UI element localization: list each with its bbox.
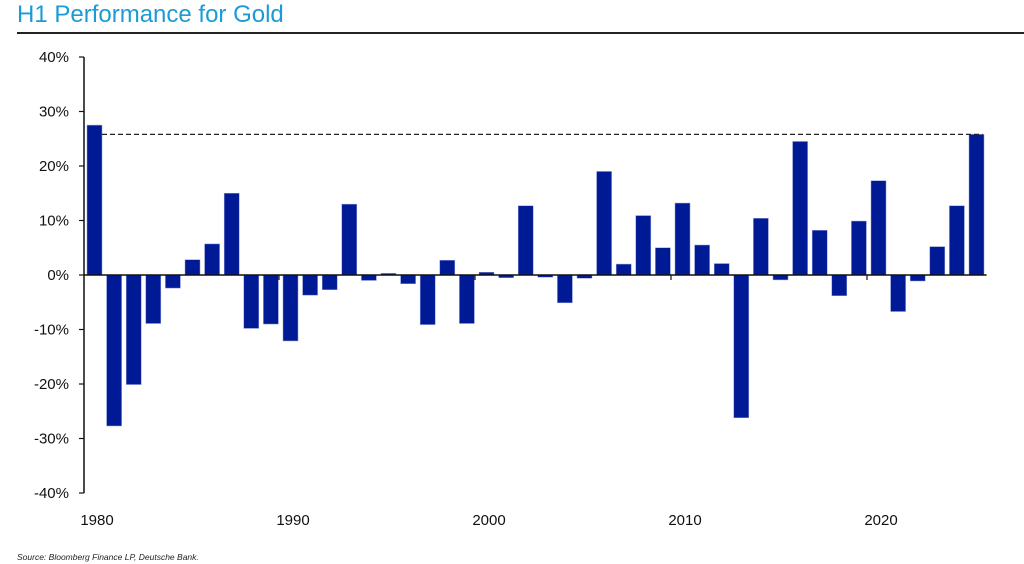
bar-2008 bbox=[635, 215, 652, 276]
bar-2022 bbox=[909, 274, 926, 282]
bar-1994 bbox=[361, 274, 377, 281]
bar-2012 bbox=[713, 263, 730, 276]
y-tick-label: 30% bbox=[39, 104, 69, 121]
bar-2009 bbox=[655, 247, 671, 276]
bar-1998 bbox=[439, 260, 456, 276]
bar-2007 bbox=[615, 263, 632, 276]
bar-1992 bbox=[321, 274, 338, 290]
y-tick-label: -20% bbox=[34, 376, 69, 393]
bar-2004 bbox=[557, 274, 573, 304]
bar-2006 bbox=[596, 171, 612, 276]
y-tick-label: 0% bbox=[47, 267, 69, 284]
bar-2002 bbox=[517, 205, 534, 276]
bar-1989 bbox=[263, 274, 279, 325]
bar-1987 bbox=[223, 193, 240, 276]
bar-1983 bbox=[145, 274, 162, 324]
bar-2017 bbox=[811, 230, 828, 276]
x-tick-label: 2010 bbox=[668, 512, 701, 529]
bar-1996 bbox=[400, 274, 416, 284]
bar-2010 bbox=[674, 202, 691, 276]
y-tick-label: -40% bbox=[34, 485, 69, 502]
x-tick-label: 2020 bbox=[864, 512, 897, 529]
bar-1986 bbox=[204, 243, 220, 276]
bar-1981 bbox=[106, 274, 122, 427]
bar-1984 bbox=[165, 274, 181, 289]
bar-1999 bbox=[459, 274, 475, 324]
bar-2020 bbox=[870, 180, 887, 276]
bar-2023 bbox=[929, 246, 946, 276]
x-tick-label: 1980 bbox=[80, 512, 113, 529]
bar-2011 bbox=[694, 244, 710, 276]
title-divider bbox=[17, 32, 1024, 34]
y-tick-label: 20% bbox=[39, 158, 69, 175]
x-tick-label: 1990 bbox=[276, 512, 309, 529]
y-tick-label: 40% bbox=[39, 49, 69, 66]
bar-2019 bbox=[851, 220, 867, 276]
bar-2021 bbox=[890, 274, 906, 312]
bar-2014 bbox=[753, 218, 769, 276]
bar-1991 bbox=[302, 274, 318, 296]
bar-2013 bbox=[733, 274, 750, 419]
bar-1993 bbox=[341, 203, 358, 276]
bar-1982 bbox=[125, 274, 142, 385]
chart-title: H1 Performance for Gold bbox=[17, 1, 284, 28]
bar-1980 bbox=[86, 124, 103, 276]
bar-1990 bbox=[282, 274, 299, 342]
bar-1997 bbox=[419, 274, 436, 325]
bar-1985 bbox=[184, 259, 201, 276]
x-tick-label: 2000 bbox=[472, 512, 505, 529]
y-tick-label: -30% bbox=[34, 431, 69, 448]
bar-2025 bbox=[968, 134, 985, 276]
y-tick-label: -10% bbox=[34, 322, 69, 339]
bar-2016 bbox=[792, 141, 808, 276]
bar-1988 bbox=[243, 274, 260, 329]
source-note: Source: Bloomberg Finance LP, Deutsche B… bbox=[17, 552, 199, 562]
bar-2018 bbox=[831, 274, 848, 296]
y-tick-label: 10% bbox=[39, 213, 69, 230]
bar-2024 bbox=[949, 205, 965, 276]
